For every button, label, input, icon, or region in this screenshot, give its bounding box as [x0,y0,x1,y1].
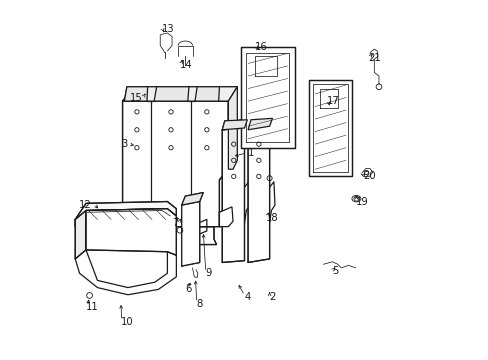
Text: 7: 7 [171,218,178,228]
Text: 8: 8 [196,299,202,309]
Text: 13: 13 [162,24,174,35]
Text: 10: 10 [121,317,133,327]
Polygon shape [222,120,247,130]
Polygon shape [124,87,147,101]
Polygon shape [75,202,176,226]
Polygon shape [219,207,233,226]
Text: 2: 2 [269,292,275,302]
Text: 11: 11 [86,302,99,312]
Text: 19: 19 [355,197,367,207]
Text: 21: 21 [367,53,380,63]
Polygon shape [122,87,237,101]
Text: 15: 15 [129,93,142,103]
Text: 3: 3 [122,139,128,149]
Text: 17: 17 [326,96,339,106]
Text: 14: 14 [180,60,192,70]
Text: 20: 20 [362,171,375,181]
Polygon shape [247,126,269,262]
Text: 16: 16 [255,42,267,52]
Text: 5: 5 [332,266,338,276]
Polygon shape [154,87,188,101]
Polygon shape [182,202,199,266]
Text: 12: 12 [79,200,92,210]
Text: 9: 9 [204,268,211,278]
Text: 1: 1 [247,148,254,158]
Polygon shape [75,211,86,259]
Polygon shape [187,226,216,244]
Text: 6: 6 [185,284,191,294]
Polygon shape [222,128,244,262]
Text: 18: 18 [265,213,278,222]
Polygon shape [86,209,176,255]
Polygon shape [182,193,203,205]
Polygon shape [308,80,351,176]
Polygon shape [122,87,149,226]
Polygon shape [241,47,294,148]
Polygon shape [195,87,219,101]
Polygon shape [122,101,228,226]
Polygon shape [247,118,272,130]
Text: 4: 4 [244,292,250,302]
Polygon shape [126,226,153,244]
Polygon shape [228,87,237,169]
